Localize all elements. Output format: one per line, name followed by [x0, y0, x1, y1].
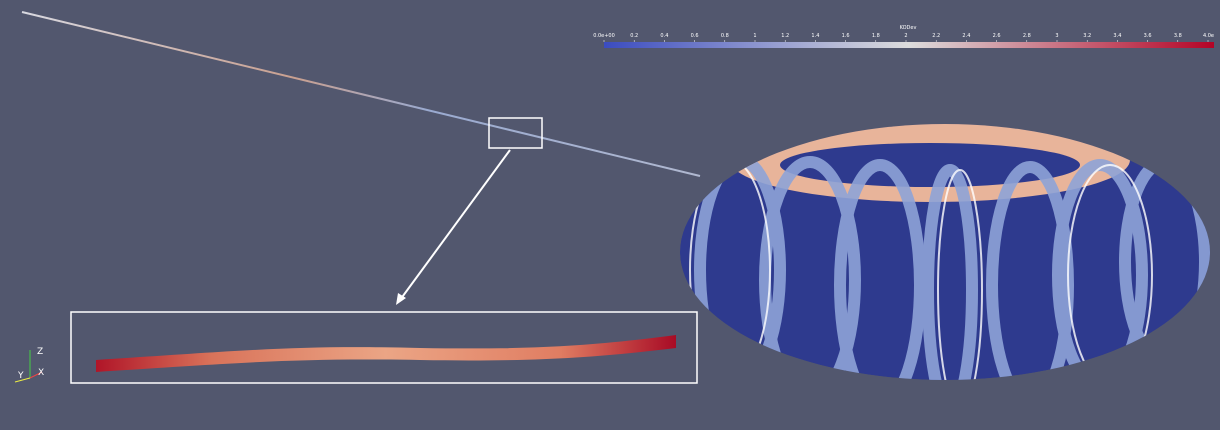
colorbar-tick-label: 3.2 [1083, 33, 1091, 39]
colorbar-tick-label: 2.8 [1023, 33, 1031, 39]
inset-frame [70, 311, 698, 384]
colorbar-tick-label: 2 [904, 33, 907, 39]
axes-triad: Z X Y [14, 347, 44, 383]
colorbar-tick-label: 1 [753, 33, 756, 39]
colorbar [604, 42, 1214, 48]
colorbar-tick-label: 1.4 [811, 33, 819, 39]
colorbar-tick-label: 0.8 [721, 33, 729, 39]
colorbar-tick-label: 3 [1055, 33, 1058, 39]
torus [680, 124, 1210, 380]
colorbar-tick-label: 0.6 [691, 33, 699, 39]
arrow-head [396, 293, 406, 305]
axis-label: Y [17, 371, 24, 381]
colorbar-tick-label: 0.2 [630, 33, 638, 39]
zoom-box [488, 117, 543, 149]
colorbar-tick-label: 0.0e+00 [593, 33, 615, 39]
colorbar-tick-label: 3.8 [1174, 33, 1182, 39]
zoom-arrow [399, 149, 511, 301]
colorbar-tick-label: 3.6 [1144, 33, 1152, 39]
colorbar-tick-label: 2.6 [993, 33, 1001, 39]
colorbar-tick-label: 1.2 [781, 33, 789, 39]
colorbar-title: KODev [900, 25, 917, 31]
colorbar-tick-label: 3.4 [1113, 33, 1121, 39]
colorbar-tick-label: 2.2 [932, 33, 940, 39]
colorbar-tick-label: 4.0e [1203, 33, 1214, 39]
axis-label: X [38, 368, 44, 378]
colorbar-tick-label: 0.4 [660, 33, 668, 39]
beam-line [21, 11, 701, 177]
colorbar-tick-label: 1.6 [842, 33, 850, 39]
inset-ribbon [96, 335, 676, 372]
colorbar-tick-label: 1.8 [872, 33, 880, 39]
colorbar-tick-label: 2.4 [962, 33, 970, 39]
axis-label: Z [37, 347, 43, 357]
